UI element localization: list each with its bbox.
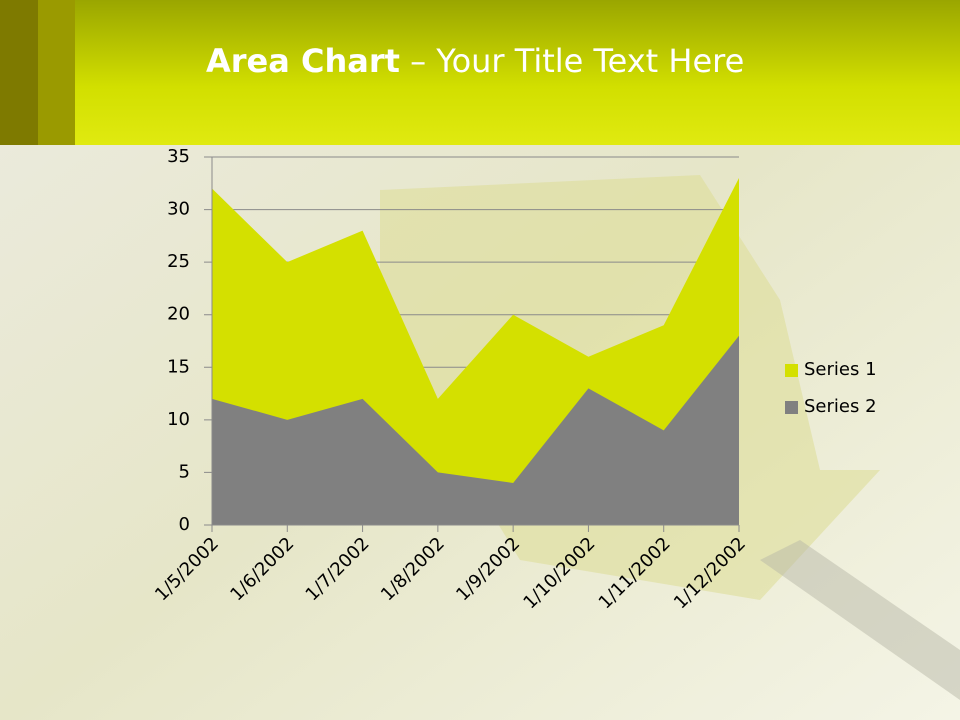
legend-label: Series 1 (804, 359, 877, 380)
legend-swatch (785, 401, 798, 414)
y-tick-label: 5 (179, 461, 190, 482)
area (212, 335, 739, 525)
legend-swatch (785, 364, 798, 377)
slide-title: Area Chart – Your Title Text Here (206, 42, 744, 80)
header-bar (38, 0, 75, 145)
y-tick-label: 10 (167, 409, 190, 430)
header-bar (0, 0, 38, 145)
background-image (760, 540, 960, 700)
legend-label: Series 2 (804, 396, 877, 417)
y-tick-label: 30 (167, 199, 190, 220)
title-rest: – Your Title Text Here (410, 42, 744, 80)
y-tick-label: 25 (167, 251, 190, 272)
title-bold: Area Chart (206, 42, 400, 80)
y-tick-label: 20 (167, 304, 190, 325)
y-tick-label: 35 (167, 146, 190, 167)
y-tick-label: 0 (179, 514, 190, 535)
y-tick-label: 15 (167, 356, 190, 377)
header (0, 0, 960, 145)
